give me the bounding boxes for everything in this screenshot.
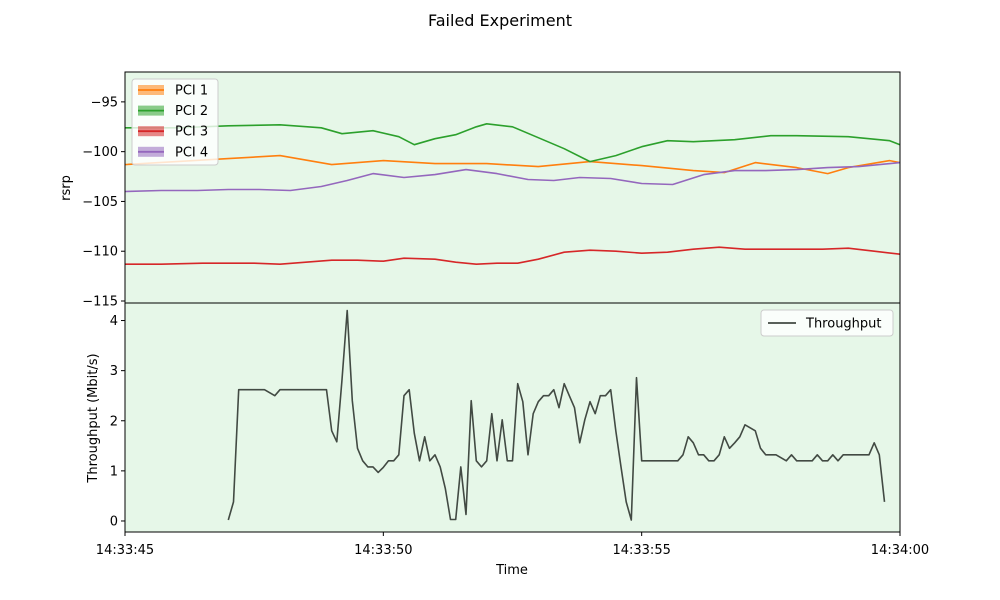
pci-2-line <box>125 123 901 163</box>
pci-4-legend-label: PCI 4 <box>175 145 208 160</box>
rsrp-legend-box <box>131 78 219 166</box>
time-x-tick-label: 14:34:00 <box>871 543 929 558</box>
throughput-legend-label: Throughput <box>805 317 882 332</box>
rsrp-y-tick-label: −115 <box>82 295 118 310</box>
throughput-panel: 0 1 2 3 4 14:33:45 14:33:50 14:33:55 14:34:00 T… <box>86 303 929 578</box>
throughput-plot-frame <box>124 302 901 533</box>
time-x-tick-label: 14:33:50 <box>354 543 412 558</box>
throughput-y-tick-label: 1 <box>110 464 118 479</box>
throughput-series-lines <box>227 309 886 521</box>
throughput-y-tick-label: 4 <box>110 314 118 329</box>
rsrp-series-lines <box>124 123 901 266</box>
rsrp-panel: −95 −100 −105 −110 −115 rsrp PCI 1 PCI 2 PCI 3… <box>59 72 901 310</box>
pci-2-legend-label: PCI 2 <box>175 104 208 119</box>
pci-3-line <box>125 246 901 266</box>
throughput-line <box>227 309 886 521</box>
throughput-legend: Throughput <box>760 309 894 337</box>
throughput-y-ticks: 0 1 2 3 4 <box>110 314 125 529</box>
rsrp-y-ticks: −95 −100 −105 −110 −115 <box>82 95 125 310</box>
time-x-label: Time <box>495 563 528 578</box>
time-x-ticks: 14:33:45 14:33:50 14:33:55 14:34:00 <box>96 532 929 558</box>
throughput-legend-box <box>760 309 894 337</box>
rsrp-y-label: rsrp <box>59 175 74 201</box>
rsrp-y-tick-label: −110 <box>82 245 118 260</box>
rsrp-y-tick-label: −105 <box>82 195 118 210</box>
figure-title: Failed Experiment <box>428 11 572 30</box>
throughput-y-label: Throughput (Mbit/s) <box>86 353 101 483</box>
throughput-y-tick-label: 2 <box>110 414 118 429</box>
time-x-tick-label: 14:33:45 <box>96 543 154 558</box>
rsrp-legend: PCI 1 PCI 2 PCI 3 PCI 4 <box>131 78 219 166</box>
time-x-tick-label: 14:33:55 <box>612 543 670 558</box>
rsrp-y-tick-label: −95 <box>91 95 118 110</box>
pci-1-legend-label: PCI 1 <box>175 84 208 99</box>
throughput-y-tick-label: 3 <box>110 364 118 379</box>
pci-4-line <box>124 161 901 193</box>
rsrp-y-tick-label: −100 <box>82 145 118 160</box>
throughput-y-tick-label: 0 <box>110 514 118 529</box>
pci-3-legend-label: PCI 3 <box>175 125 208 140</box>
rsrp-plot-background <box>125 72 900 303</box>
throughput-plot-background <box>125 303 900 532</box>
